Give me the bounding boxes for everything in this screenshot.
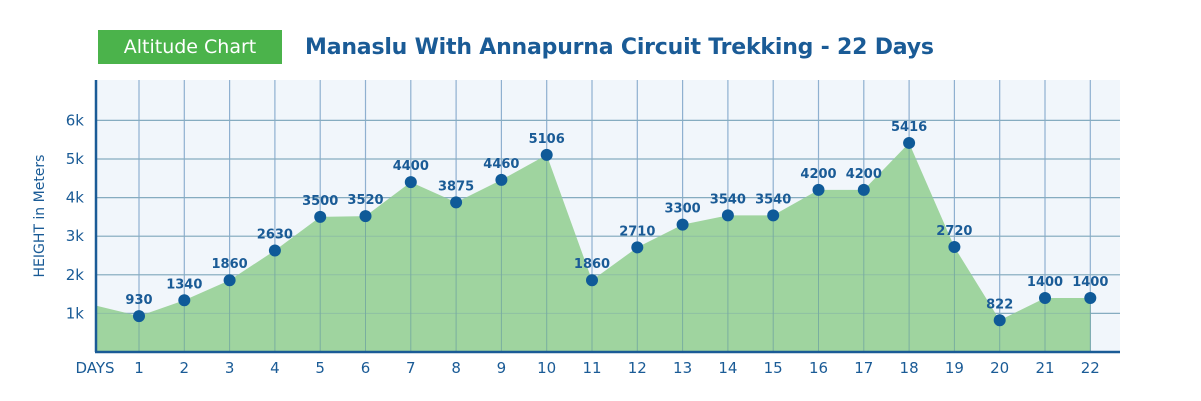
data-label: 1340 xyxy=(166,277,202,292)
y-tick-label: 4k xyxy=(66,189,85,207)
x-tick-label: 14 xyxy=(718,359,737,377)
data-point[interactable] xyxy=(721,209,734,222)
data-point[interactable] xyxy=(857,183,870,196)
data-point[interactable] xyxy=(178,294,191,307)
data-label: 1860 xyxy=(212,257,248,272)
x-tick-label: 2 xyxy=(180,359,190,377)
grid-lines-over-area xyxy=(96,119,1120,352)
data-point[interactable] xyxy=(1084,291,1097,304)
data-point[interactable] xyxy=(268,244,281,257)
data-point[interactable] xyxy=(314,210,327,223)
data-label: 1400 xyxy=(1027,275,1063,290)
data-point[interactable] xyxy=(948,241,961,254)
x-tick-label: 5 xyxy=(315,359,325,377)
data-point[interactable] xyxy=(133,310,145,323)
x-tick-label: 16 xyxy=(809,359,828,377)
x-axis-label: DAYS xyxy=(75,359,114,377)
x-tick-label: 9 xyxy=(497,359,507,377)
x-tick-labels: 1 2 3 4 5 6 7 8 9 10 11 12 13 14 15 16 17 18 19 20 21 22 xyxy=(134,359,1100,377)
data-label: 4200 xyxy=(846,167,882,182)
x-tick-label: 7 xyxy=(406,359,416,377)
data-points xyxy=(133,136,1097,327)
data-point[interactable] xyxy=(812,183,825,196)
data-label: 5416 xyxy=(891,120,927,135)
x-tick-label: 10 xyxy=(537,359,556,377)
data-point[interactable] xyxy=(495,173,508,186)
x-tick-label: 4 xyxy=(270,359,280,377)
data-label: 2630 xyxy=(257,227,293,242)
x-tick-label: 19 xyxy=(945,359,964,377)
data-label: 3540 xyxy=(710,192,746,207)
data-label: 1860 xyxy=(574,257,610,272)
data-label: 4400 xyxy=(393,159,429,174)
data-label: 930 xyxy=(125,293,152,308)
data-point[interactable] xyxy=(404,176,417,189)
y-axis-label: HEIGHT in Meters xyxy=(32,155,48,278)
data-label: 3300 xyxy=(665,202,701,217)
data-label: 2710 xyxy=(619,224,655,239)
data-label: 4200 xyxy=(800,167,836,182)
data-labels: 930 1340 1860 2630 3500 3520 4400 3875 4460 5106 1… xyxy=(125,120,1108,312)
data-label: 1400 xyxy=(1072,275,1108,290)
x-tick-label: 22 xyxy=(1081,359,1100,377)
x-tick-label: 8 xyxy=(451,359,461,377)
data-label: 3500 xyxy=(302,194,338,209)
y-tick-label: 3k xyxy=(66,227,85,245)
y-tick-label: 2k xyxy=(66,266,85,284)
data-point[interactable] xyxy=(359,210,372,223)
data-label: 3875 xyxy=(438,179,474,194)
x-tick-label: 21 xyxy=(1035,359,1054,377)
y-tick-label: 5k xyxy=(66,150,85,168)
x-tick-label: 11 xyxy=(582,359,601,377)
x-tick-label: 15 xyxy=(764,359,783,377)
x-tick-label: 17 xyxy=(854,359,873,377)
y-tick-label: 1k xyxy=(66,304,85,322)
y-tick-label: 6k xyxy=(66,111,85,129)
data-point[interactable] xyxy=(676,218,689,231)
data-label: 3520 xyxy=(347,193,383,208)
x-tick-label: 18 xyxy=(900,359,919,377)
x-tick-label: 12 xyxy=(628,359,647,377)
data-point[interactable] xyxy=(586,274,598,287)
data-label: 5106 xyxy=(529,132,565,147)
altitude-area xyxy=(96,142,1091,352)
data-point[interactable] xyxy=(540,148,553,161)
data-point[interactable] xyxy=(903,136,916,149)
x-tick-label: 1 xyxy=(134,359,144,377)
data-label: 3540 xyxy=(755,192,791,207)
x-tick-label: 20 xyxy=(990,359,1009,377)
altitude-chart-badge: Altitude Chart xyxy=(98,30,282,64)
data-point[interactable] xyxy=(1039,291,1051,304)
chart-title: Manaslu With Annapurna Circuit Trekking … xyxy=(305,35,934,60)
data-point[interactable] xyxy=(450,196,463,209)
data-point[interactable] xyxy=(631,241,644,254)
y-tick-labels: 1k 2k 3k 4k 5k 6k xyxy=(66,111,85,322)
x-tick-label: 13 xyxy=(673,359,692,377)
data-label: 4460 xyxy=(483,157,519,172)
x-tick-label: 3 xyxy=(225,359,235,377)
data-point[interactable] xyxy=(223,274,236,287)
data-label: 2720 xyxy=(936,224,972,239)
data-point[interactable] xyxy=(993,314,1006,327)
data-point[interactable] xyxy=(767,209,780,222)
x-tick-label: 6 xyxy=(361,359,371,377)
data-label: 822 xyxy=(986,297,1013,312)
